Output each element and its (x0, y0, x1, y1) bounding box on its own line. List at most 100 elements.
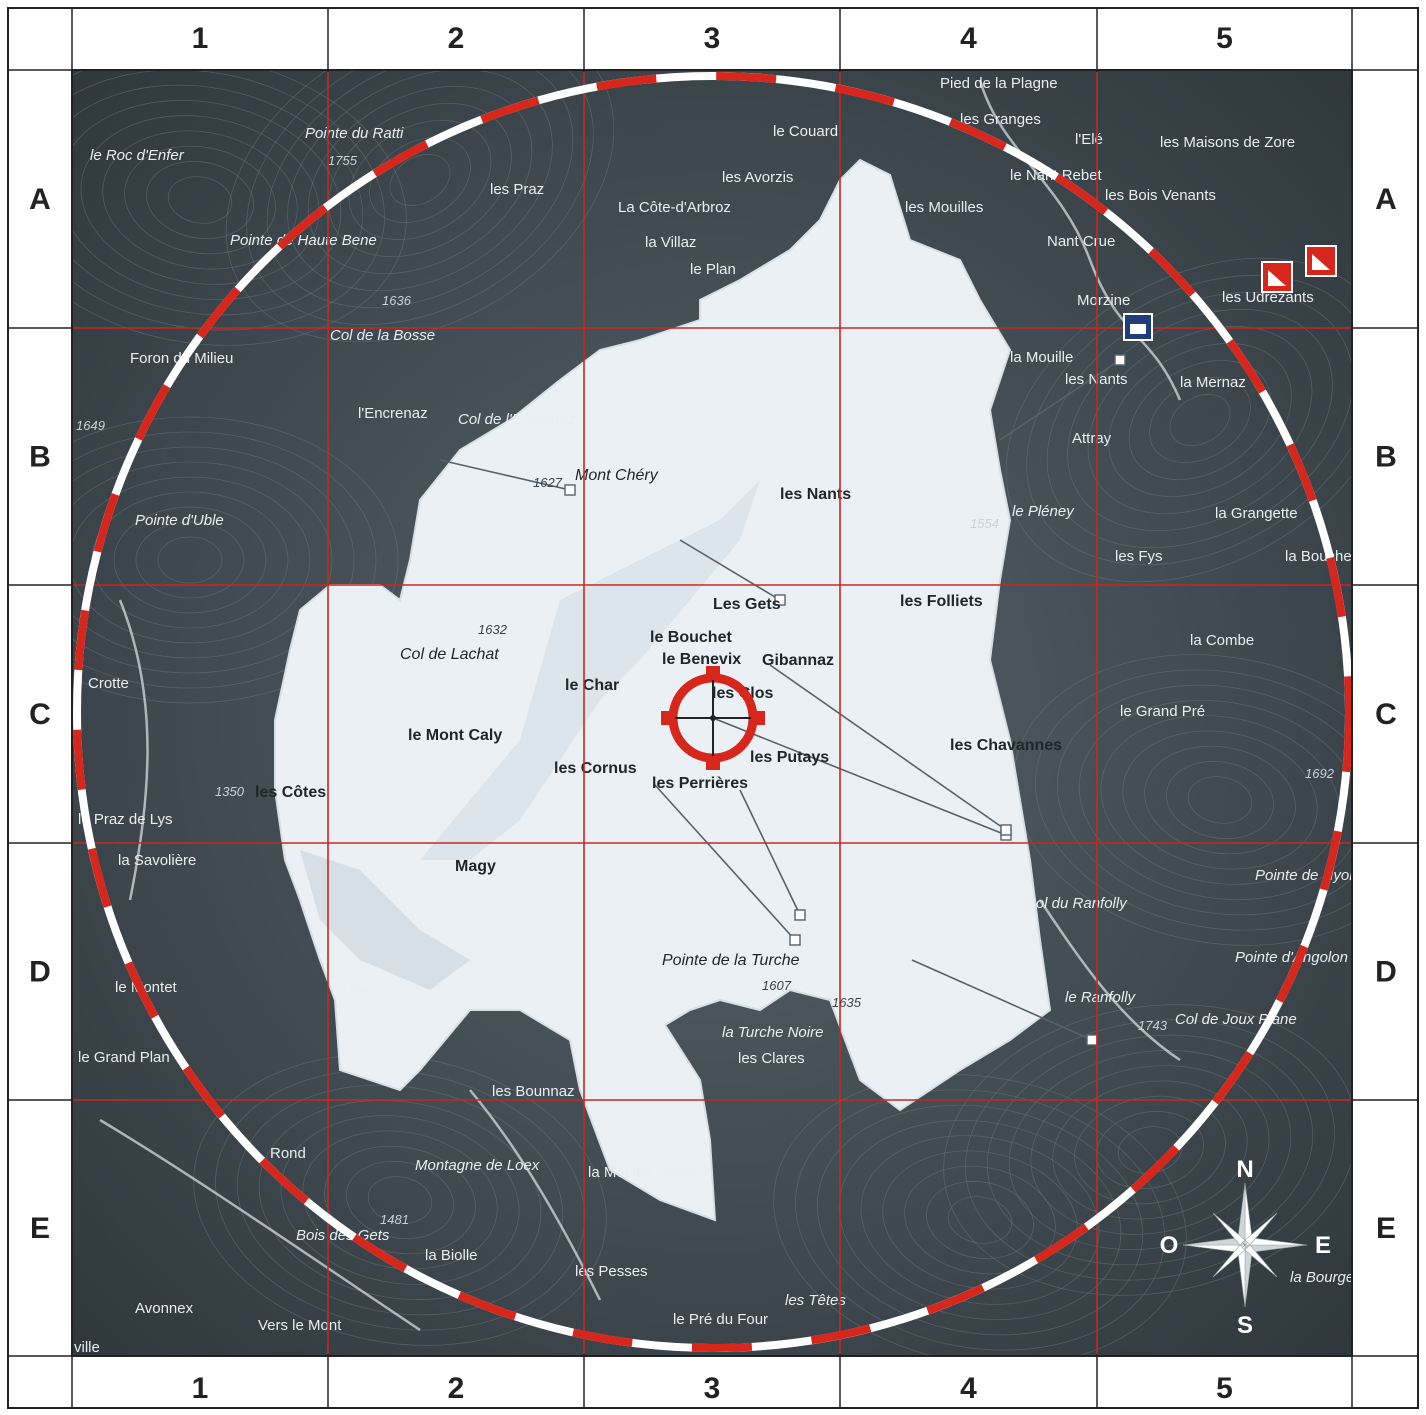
tourist-office-icon (1123, 313, 1153, 341)
place-label: les Avorzis (722, 169, 793, 186)
place-label: la Mernaz (1180, 374, 1246, 391)
column-label: 4 (960, 1372, 977, 1405)
place-label: Pied de la Plagne (940, 75, 1058, 92)
place-label: les Mouilles (905, 199, 983, 216)
road-layer (99, 79, 1182, 1332)
place-label: le Mont Caly (408, 727, 502, 744)
place-label: le Pré du Four (673, 1311, 768, 1328)
place-label: Pointe de Nyon (1255, 867, 1358, 884)
radius-circle (73, 72, 1353, 1352)
place-label: les Perrières (652, 775, 748, 792)
row-label: E (1376, 1212, 1396, 1245)
compass-n-label: N (1236, 1156, 1253, 1183)
place-label: la Mouille (1010, 349, 1073, 366)
place-label: les Maisons de Zore (1160, 134, 1295, 151)
place-label: le Plan (690, 261, 736, 278)
target-marker-icon (661, 666, 765, 770)
ski-lift-icon (1305, 245, 1337, 277)
row-label: A (29, 183, 51, 216)
place-label: la Mouille Rosse (588, 1164, 698, 1181)
place-label: le Montet (115, 979, 178, 996)
place-label: la Bourgeoise (1290, 1269, 1382, 1286)
place-label: les Chavannes (950, 737, 1062, 754)
place-label: la Combe (1190, 632, 1254, 649)
place-label: Magy (455, 858, 496, 875)
column-label: 5 (1216, 22, 1233, 55)
place-label: Rond (270, 1145, 306, 1162)
compass-w-label: O (1160, 1232, 1179, 1259)
place-label: Montagne de Loex (415, 1157, 540, 1174)
place-label: Morzine (1077, 292, 1130, 309)
place-label: les Cornus (554, 760, 637, 777)
elevation-label: 1350 (215, 784, 245, 799)
place-label: Col de l'Encrenaz (458, 411, 576, 428)
place-label: Pointe de la Turche (662, 952, 800, 969)
place-label: La Côte-d'Arbroz (618, 199, 731, 216)
place-label: Attray (1072, 430, 1112, 447)
place-label: le Benevix (662, 651, 741, 668)
place-label: le Grand Pré (1120, 703, 1205, 720)
place-label: le Bouchet (650, 629, 732, 646)
place-label: le Couard (773, 123, 838, 140)
place-label: les Praz (490, 181, 544, 198)
row-label: D (29, 956, 51, 989)
place-label: les Putays (750, 749, 829, 766)
place-label: la Grangette (1215, 505, 1298, 522)
place-label: la Savolière (118, 852, 196, 869)
column-label: 2 (448, 22, 465, 55)
snow-area (274, 158, 1052, 1222)
ski-lift-layer (439, 354, 1126, 1046)
place-label: Pointe d'Angolon (1235, 949, 1348, 966)
elevation-label: 1607 (762, 978, 792, 993)
place-label: le Pléney (1012, 503, 1075, 520)
row-label: C (29, 698, 51, 731)
place-label: Les Gets (713, 596, 781, 613)
elevation-label: 1755 (328, 153, 358, 168)
place-label: le Praz de Lys (78, 811, 173, 828)
place-label: Fry (350, 982, 372, 999)
elevation-label: 1636 (382, 293, 412, 308)
place-label: le Roc d'Enfer (90, 147, 185, 164)
place-label: Gibannaz (762, 652, 834, 669)
elevation-label: 1635 (832, 995, 862, 1010)
place-label: le Char (565, 677, 619, 694)
place-label: Col du Ranfolly (1025, 895, 1128, 912)
place-label: Nant Crue (1047, 233, 1115, 250)
place-label: les Bois Venants (1105, 187, 1216, 204)
place-label: les Fys (1115, 548, 1163, 565)
elevation-label: 1743 (1138, 1018, 1168, 1033)
compass-s-label: S (1237, 1312, 1253, 1339)
place-label: Avonnex (135, 1300, 194, 1317)
place-label: les Côtes (255, 784, 326, 801)
row-label: B (1375, 441, 1397, 474)
column-label: 3 (704, 1372, 721, 1405)
place-label: Col de Joux Plane (1175, 1011, 1297, 1028)
elevation-label: 1627 (533, 475, 563, 490)
place-label: ville (74, 1339, 100, 1356)
elevation-label: 1481 (380, 1212, 409, 1227)
place-label: Col de Lachat (400, 646, 499, 663)
column-label: 1 (192, 22, 209, 55)
row-label: E (30, 1212, 50, 1245)
place-label: les Pesses (575, 1263, 648, 1280)
place-label: les Têtes (785, 1292, 846, 1309)
place-label: les Granges (960, 111, 1041, 128)
place-label: les Nants (780, 486, 851, 503)
place-label: la Bouchet (1285, 548, 1357, 565)
place-label: Mont Chéry (575, 467, 659, 484)
grid-frame-labels: 1 1 2 2 3 3 4 4 5 5 A A B B C C D D E E (8, 8, 1418, 1408)
map-grid (72, 70, 1352, 1356)
snow-ridge (420, 480, 760, 860)
snow-ridge-2 (300, 850, 470, 990)
column-label: 2 (448, 1372, 465, 1405)
place-label: le Grand Plan (78, 1049, 170, 1066)
compass-rose-icon: N S E O (1160, 1156, 1331, 1339)
place-label: Col de la Bosse (330, 327, 435, 344)
place-label: Pointe d'Uble (135, 512, 224, 529)
place-label: l'Encrenaz (358, 405, 428, 422)
place-label: la Turche Noire (722, 1024, 823, 1041)
